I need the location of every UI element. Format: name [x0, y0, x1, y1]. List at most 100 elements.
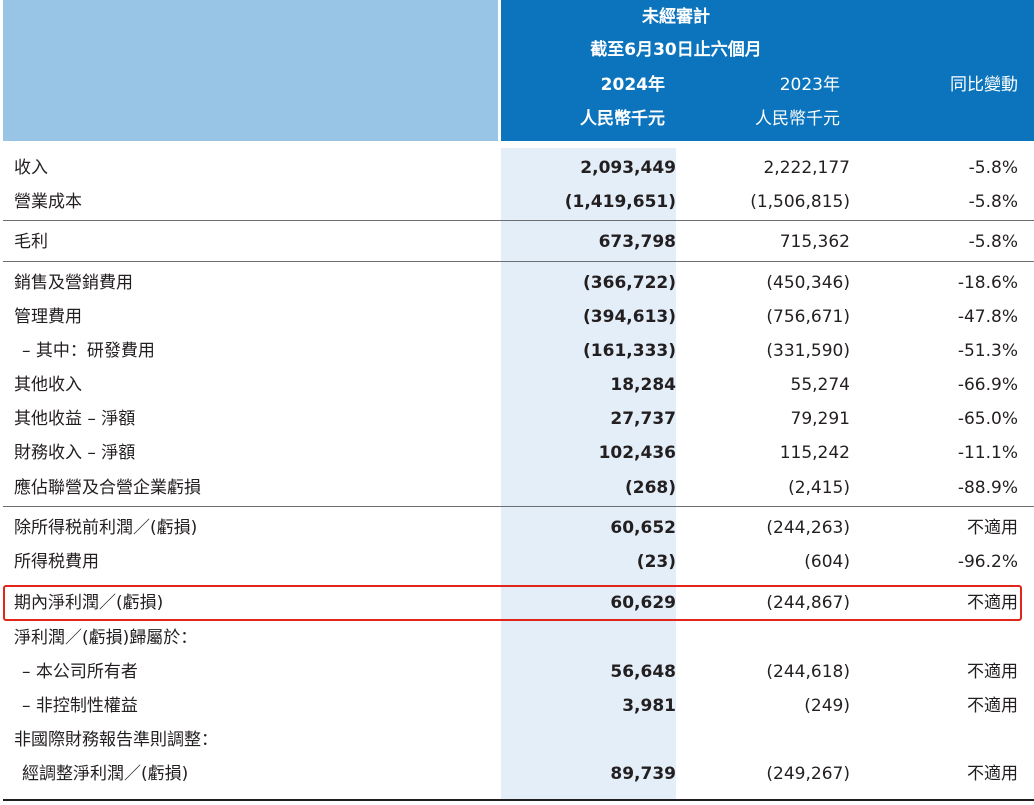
row-label: – 非控制性權益	[22, 696, 138, 716]
row-share-of-losses: 應佔聯營及合營企業虧損 (268) (2,415) -88.9%	[0, 471, 1034, 505]
value-2024: (268)	[624, 478, 676, 498]
value-2024: 60,652	[610, 518, 676, 538]
value-yoy: -66.9%	[957, 375, 1018, 395]
value-2024: 89,739	[610, 764, 676, 784]
row-label: 財務收入 – 淨額	[14, 443, 136, 463]
value-2023: (450,346)	[766, 273, 850, 293]
row-label: 銷售及營銷費用	[14, 273, 133, 293]
row-label: 其他收入	[14, 375, 82, 395]
net-profit-highlight-box	[3, 585, 1022, 621]
value-2023: 55,274	[790, 375, 850, 395]
value-yoy: -5.8%	[968, 232, 1018, 252]
header-unit-2023: 人民幣千元	[755, 109, 840, 129]
row-finance-income-net: 財務收入 – 淨額 102,436 115,242 -11.1%	[0, 436, 1034, 470]
value-2024: (1,419,651)	[564, 192, 676, 212]
value-yoy: -18.6%	[957, 273, 1018, 293]
value-2024: 102,436	[598, 443, 676, 463]
header-left-block	[3, 0, 498, 141]
value-2023: (331,590)	[766, 341, 850, 361]
row-other-gains-net: 其他收益 – 淨額 27,737 79,291 -65.0%	[0, 402, 1034, 436]
row-label: 應佔聯營及合營企業虧損	[14, 478, 201, 498]
section-divider	[3, 261, 1034, 262]
row-net-profit-period: 期內淨利潤／(虧損) 60,629 (244,867) 不適用	[0, 586, 1034, 620]
value-yoy: 不適用	[967, 518, 1018, 538]
table-bottom-rule	[3, 799, 1034, 801]
value-2024: 56,648	[610, 662, 676, 682]
row-label: 非國際財務報告準則調整：	[14, 730, 218, 750]
row-label: 毛利	[14, 232, 48, 252]
value-yoy: -11.1%	[957, 443, 1018, 463]
value-2024: (366,722)	[583, 273, 676, 293]
value-2023: (1,506,815)	[750, 192, 850, 212]
row-label: 營業成本	[14, 192, 82, 212]
value-2024: 60,629	[610, 593, 676, 613]
value-yoy: -5.8%	[968, 192, 1018, 212]
value-yoy: 不適用	[967, 696, 1018, 716]
header-period: 截至6月30日止六個月	[590, 40, 762, 60]
value-yoy: 不適用	[967, 593, 1018, 613]
row-non-controlling: – 非控制性權益 3,981 (249) 不適用	[0, 689, 1034, 723]
value-2023: (244,867)	[766, 593, 850, 613]
value-yoy: 不適用	[967, 662, 1018, 682]
value-2023: (249,267)	[766, 764, 850, 784]
row-cost-of-sales: 營業成本 (1,419,651) (1,506,815) -5.8%	[0, 185, 1034, 219]
value-yoy: -88.9%	[957, 478, 1018, 498]
row-label: – 本公司所有者	[22, 662, 138, 682]
row-label: 其他收益 – 淨額	[14, 409, 136, 429]
value-2023: 115,242	[779, 443, 850, 463]
row-gross-profit: 毛利 673,798 715,362 -5.8%	[0, 225, 1034, 259]
row-label: 所得税費用	[14, 552, 99, 572]
value-2023: 715,362	[779, 232, 850, 252]
value-yoy: -5.8%	[968, 158, 1018, 178]
row-label: 收入	[14, 158, 48, 178]
section-divider	[3, 506, 1034, 507]
value-2023: (244,618)	[766, 662, 850, 682]
row-attributable-heading: 淨利潤／(虧損)歸屬於：	[0, 621, 1034, 655]
row-profit-before-tax: 除所得税前利潤／(虧損) 60,652 (244,263) 不適用	[0, 511, 1034, 545]
row-selling-marketing: 銷售及營銷費用 (366,722) (450,346) -18.6%	[0, 266, 1034, 300]
value-2023: 2,222,177	[763, 158, 850, 178]
value-2024: 2,093,449	[580, 158, 676, 178]
row-admin-expenses: 管理費用 (394,613) (756,671) -47.8%	[0, 300, 1034, 334]
value-yoy: -96.2%	[957, 552, 1018, 572]
row-label: 管理費用	[14, 307, 82, 327]
section-divider	[3, 220, 1034, 221]
value-2024: 18,284	[610, 375, 676, 395]
value-2023: 79,291	[790, 409, 850, 429]
value-yoy: -47.8%	[957, 307, 1018, 327]
value-2023: (604)	[804, 552, 850, 572]
header-right-block	[501, 0, 1034, 141]
header-col-2024: 2024年	[600, 75, 665, 95]
value-2024: 3,981	[622, 696, 676, 716]
value-yoy: -65.0%	[957, 409, 1018, 429]
value-2024: 27,737	[610, 409, 676, 429]
row-label: – 其中：研發費用	[22, 341, 155, 361]
row-other-income: 其他收入 18,284 55,274 -66.9%	[0, 368, 1034, 402]
value-yoy: 不適用	[967, 764, 1018, 784]
row-non-ifrs-heading: 非國際財務報告準則調整：	[0, 723, 1034, 757]
row-income-tax: 所得税費用 (23) (604) -96.2%	[0, 545, 1034, 579]
row-revenue: 收入 2,093,449 2,222,177 -5.8%	[0, 151, 1034, 185]
row-label: 期內淨利潤／(虧損)	[14, 593, 164, 613]
row-label: 除所得税前利潤／(虧損)	[14, 518, 198, 538]
header-col-yoy: 同比變動	[950, 75, 1018, 95]
value-yoy: -51.3%	[957, 341, 1018, 361]
row-owners: – 本公司所有者 56,648 (244,618) 不適用	[0, 655, 1034, 689]
header-unit-2024: 人民幣千元	[580, 109, 665, 129]
value-2023: (756,671)	[766, 307, 850, 327]
header-col-2023: 2023年	[779, 75, 840, 95]
value-2024: 673,798	[598, 232, 676, 252]
value-2024: (161,333)	[583, 341, 676, 361]
row-label: 淨利潤／(虧損)歸屬於：	[14, 628, 198, 648]
row-adjusted-net-profit: 經調整淨利潤／(虧損) 89,739 (249,267) 不適用	[0, 757, 1034, 791]
row-label: 經調整淨利潤／(虧損)	[22, 764, 189, 784]
row-rd-expenses: – 其中：研發費用 (161,333) (331,590) -51.3%	[0, 334, 1034, 368]
value-2023: (2,415)	[788, 478, 850, 498]
value-2024: (23)	[636, 552, 676, 572]
value-2024: (394,613)	[583, 307, 676, 327]
value-2023: (244,263)	[766, 518, 850, 538]
header-title: 未經審計	[642, 7, 710, 27]
current-year-column-shading	[501, 148, 676, 800]
value-2023: (249)	[804, 696, 850, 716]
